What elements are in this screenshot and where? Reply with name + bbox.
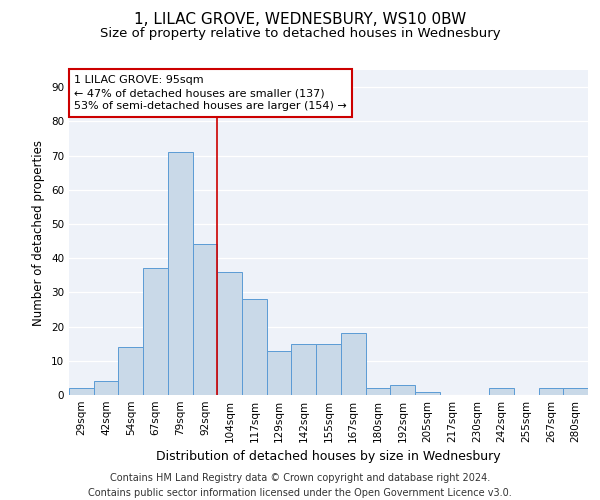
Bar: [242, 299, 267, 395]
Bar: [563, 388, 588, 395]
Bar: [267, 350, 292, 395]
Text: Size of property relative to detached houses in Wednesbury: Size of property relative to detached ho…: [100, 28, 500, 40]
Bar: [94, 382, 118, 395]
X-axis label: Distribution of detached houses by size in Wednesbury: Distribution of detached houses by size …: [156, 450, 501, 464]
Bar: [69, 388, 94, 395]
Bar: [292, 344, 316, 395]
Bar: [143, 268, 168, 395]
Bar: [390, 384, 415, 395]
Text: 1 LILAC GROVE: 95sqm
← 47% of detached houses are smaller (137)
53% of semi-deta: 1 LILAC GROVE: 95sqm ← 47% of detached h…: [74, 75, 347, 112]
Y-axis label: Number of detached properties: Number of detached properties: [32, 140, 46, 326]
Bar: [193, 244, 217, 395]
Bar: [316, 344, 341, 395]
Bar: [415, 392, 440, 395]
Bar: [118, 347, 143, 395]
Bar: [168, 152, 193, 395]
Text: Contains HM Land Registry data © Crown copyright and database right 2024.
Contai: Contains HM Land Registry data © Crown c…: [88, 472, 512, 498]
Bar: [539, 388, 563, 395]
Bar: [489, 388, 514, 395]
Text: 1, LILAC GROVE, WEDNESBURY, WS10 0BW: 1, LILAC GROVE, WEDNESBURY, WS10 0BW: [134, 12, 466, 28]
Bar: [341, 334, 365, 395]
Bar: [217, 272, 242, 395]
Bar: [365, 388, 390, 395]
